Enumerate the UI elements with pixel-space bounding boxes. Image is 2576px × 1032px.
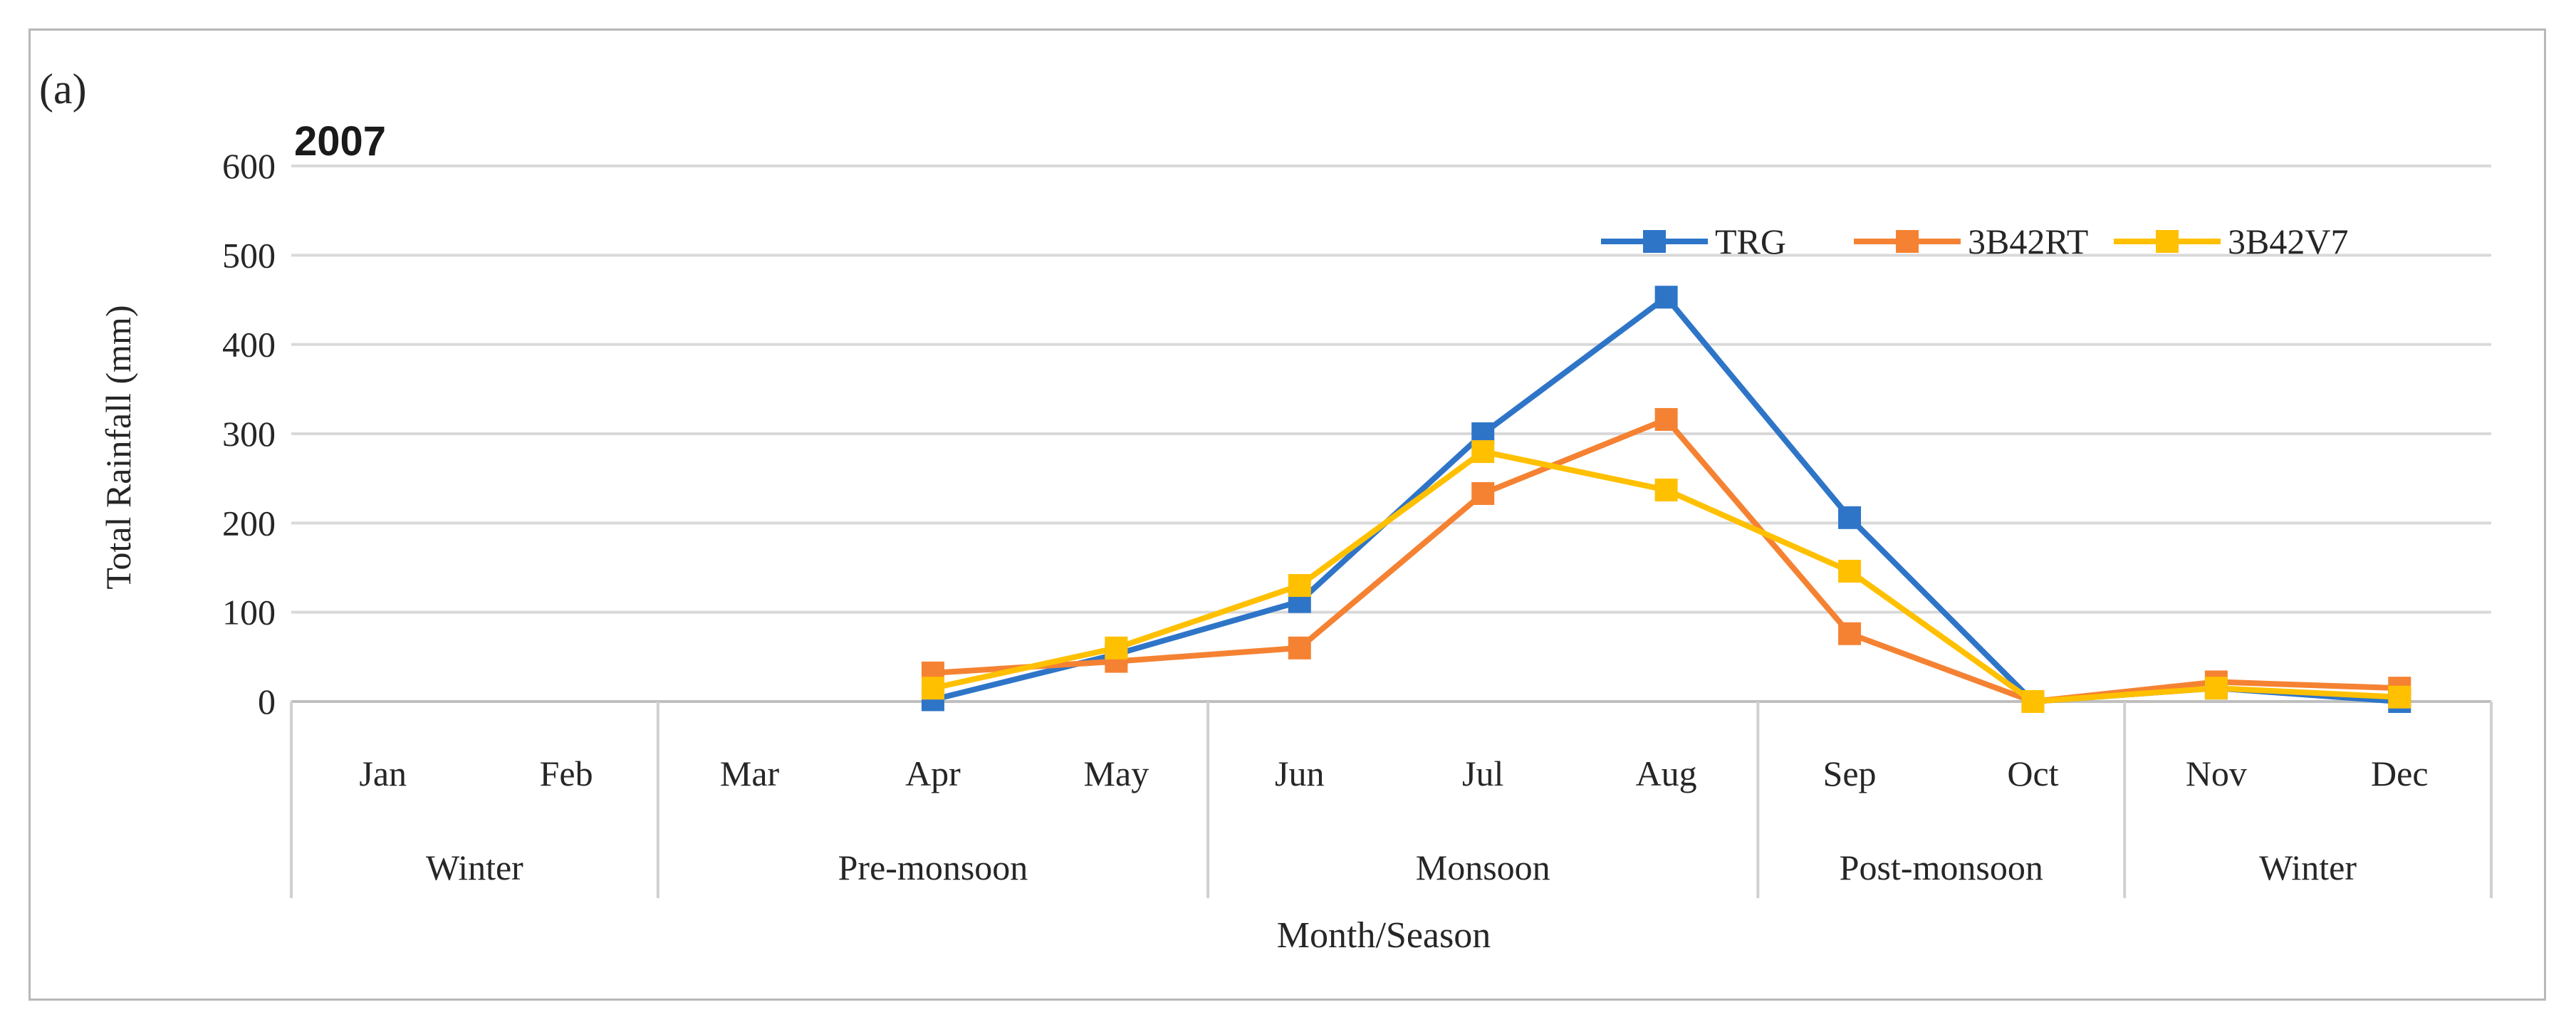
- point-3b42rt-jun: [1288, 636, 1311, 660]
- legend-marker-trg: [1643, 230, 1666, 253]
- y-tick-label-500: 500: [222, 235, 276, 275]
- x-tick-label-oct: Oct: [2007, 754, 2058, 793]
- point-3b42rt-sep: [1838, 622, 1862, 645]
- point-3b42v7-nov: [2204, 677, 2228, 700]
- point-3b42rt-jul: [1471, 481, 1495, 505]
- legend-label-trg: TRG: [1715, 221, 1786, 261]
- season-label-winter-4: Winter: [2259, 848, 2357, 887]
- legend: TRG 3B42RT 3B42V7: [1601, 221, 2348, 261]
- y-axis-label: Total Rainfall (mm): [98, 305, 138, 589]
- x-tick-label-feb: Feb: [540, 754, 593, 793]
- season-label-winter-0: Winter: [426, 848, 523, 887]
- point-3b42rt-aug: [1654, 407, 1678, 431]
- y-tick-label-600: 600: [222, 146, 276, 186]
- x-tick-label-jul: Jul: [1462, 754, 1503, 793]
- legend-marker-3b42v7: [2156, 230, 2179, 253]
- x-axis: Jan Feb Mar Apr May Jun Jul Aug Sep Oct Nov Dec Wint…: [290, 702, 2493, 898]
- y-tick-label-300: 300: [222, 414, 276, 454]
- point-trg-aug: [1654, 286, 1678, 309]
- chart-frame: (a) 0 100 200 300 400 500 600 Jan Feb Mar Apr May J…: [28, 28, 2546, 1001]
- point-3b42v7-may: [1105, 636, 1128, 660]
- series-line-3b42rt: [932, 416, 2400, 704]
- legend-label-3b42rt: 3B42RT: [1968, 221, 2088, 261]
- x-tick-label-apr: Apr: [905, 754, 961, 793]
- point-3b42v7-sep: [1838, 560, 1862, 583]
- y-tick-label-100: 100: [222, 593, 276, 632]
- y-tick-label-200: 200: [222, 503, 276, 543]
- legend-label-3b42v7: 3B42V7: [2228, 221, 2348, 261]
- point-3b42v7-aug: [1654, 478, 1678, 501]
- point-trg-sep: [1838, 506, 1862, 529]
- x-tick-label-sep: Sep: [1823, 754, 1877, 793]
- point-3b42v7-dec: [2388, 685, 2411, 709]
- point-3b42v7-apr: [921, 677, 944, 700]
- panel-label: (a): [39, 66, 87, 113]
- x-tick-label-mar: Mar: [720, 754, 780, 793]
- point-3b42v7-jun: [1288, 574, 1311, 598]
- y-axis-ticks: 0 100 200 300 400 500 600: [222, 146, 276, 721]
- y-tick-label-400: 400: [222, 325, 276, 365]
- x-tick-label-jan: Jan: [359, 754, 407, 793]
- x-tick-label-dec: Dec: [2371, 754, 2429, 793]
- gridlines: [291, 165, 2491, 703]
- x-tick-label-aug: Aug: [1636, 754, 1697, 793]
- chart-title: 2007: [294, 118, 386, 165]
- season-label-monsoon-2: Monsoon: [1416, 848, 1550, 887]
- season-label-post-monsoon-3: Post-monsoon: [1840, 848, 2043, 887]
- x-tick-label-may: May: [1084, 754, 1149, 793]
- point-3b42v7-jul: [1471, 440, 1495, 464]
- y-tick-label-0: 0: [258, 682, 276, 721]
- x-axis-label: Month/Season: [1277, 915, 1491, 956]
- x-tick-label-jun: Jun: [1275, 754, 1324, 793]
- legend-marker-3b42rt: [1896, 230, 1919, 253]
- point-3b42v7-oct: [2021, 690, 2045, 713]
- x-tick-label-nov: Nov: [2186, 754, 2247, 793]
- season-label-pre-monsoon-1: Pre-monsoon: [838, 848, 1028, 887]
- series-markers: [921, 286, 2411, 713]
